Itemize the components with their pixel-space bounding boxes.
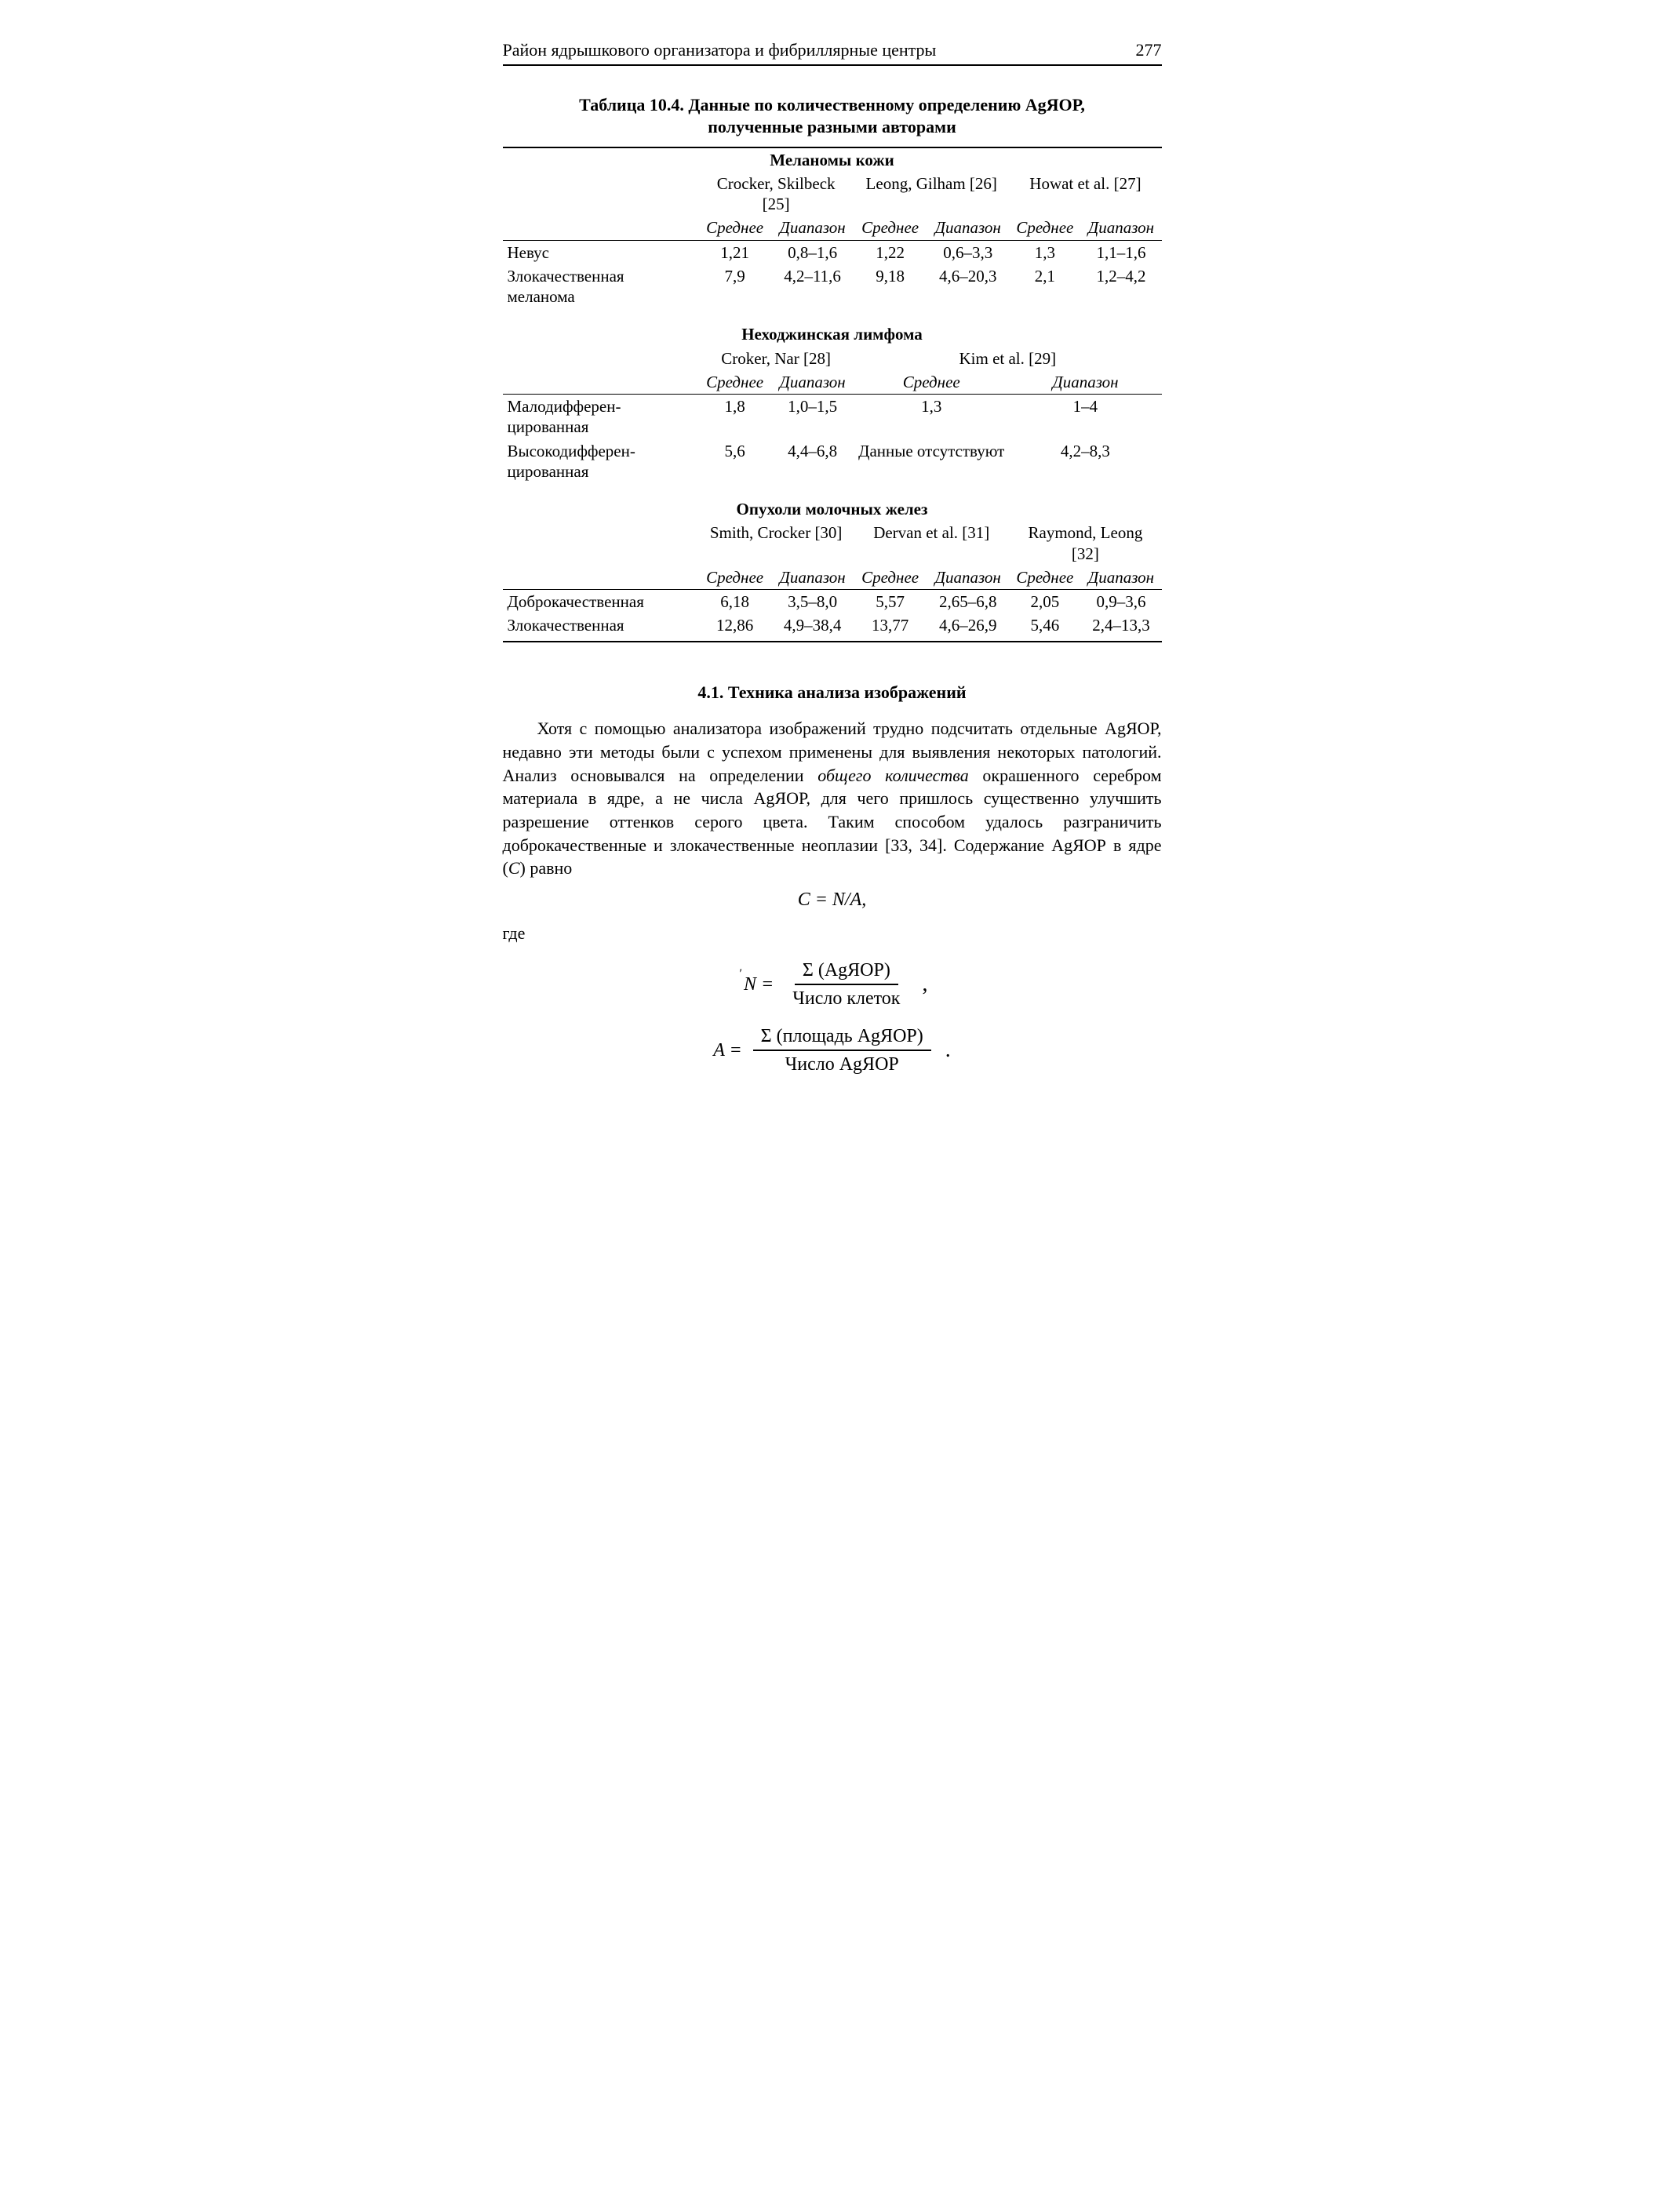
row-label: Злокачественная меланома: [503, 264, 699, 309]
cell: 7,9: [698, 264, 771, 309]
table-row: Невус 1,21 0,8–1,6 1,22 0,6–3,3 1,3 1,1–…: [503, 240, 1162, 264]
cell: 13,77: [854, 613, 927, 641]
cell: 2,4–13,3: [1080, 613, 1161, 641]
table-author: Kim et al. [29]: [854, 347, 1161, 370]
cell: 4,2–11,6: [771, 264, 854, 309]
cell: 6,18: [698, 590, 771, 614]
table-row: Злокачественная 12,86 4,9–38,4 13,77 4,6…: [503, 613, 1162, 641]
cell: 1,3: [1009, 240, 1080, 264]
cell: 4,9–38,4: [771, 613, 854, 641]
cell: 1,21: [698, 240, 771, 264]
col-mean: Среднее: [698, 216, 771, 240]
col-mean: Среднее: [854, 216, 927, 240]
table-author: Dervan et al. [31]: [854, 521, 1009, 566]
table-caption-line1: Таблица 10.4. Данные по количественному …: [579, 95, 1085, 115]
table-author: Crocker, Skilbeck [25]: [698, 172, 854, 216]
cell: Данные отсутствуют: [854, 439, 1009, 484]
fraction-denominator: Число клеток: [785, 985, 908, 1010]
row-label: Малодифферен­цированная: [503, 395, 699, 439]
fraction-numerator: Σ (AgЯОР): [795, 959, 898, 985]
cell: 2,05: [1009, 590, 1080, 614]
cell: 0,8–1,6: [771, 240, 854, 264]
cell: 2,1: [1009, 264, 1080, 309]
fraction-denominator: Число AgЯОР: [777, 1051, 907, 1076]
eq-tail: ,: [919, 973, 927, 995]
running-header: Район ядрышкового организатора и фибрилл…: [503, 39, 1162, 66]
table-row: Высокодифферен­цированная 5,6 4,4–6,8 Да…: [503, 439, 1162, 484]
col-range: Диапазон: [1080, 216, 1161, 240]
table-row: Злокачественная меланома 7,9 4,2–11,6 9,…: [503, 264, 1162, 309]
col-mean: Среднее: [854, 566, 927, 590]
col-mean: Среднее: [1009, 216, 1080, 240]
table-section-title: Опухоли молочных желез: [503, 497, 1162, 521]
cell: 5,46: [1009, 613, 1080, 641]
cell: 4,4–6,8: [771, 439, 854, 484]
col-range: Диапазон: [1009, 370, 1161, 395]
cell: 1,2–4,2: [1080, 264, 1161, 309]
fraction: Σ (площадь AgЯОР) Число AgЯОР: [753, 1024, 931, 1076]
cell: 1,22: [854, 240, 927, 264]
para-emph: общего количества: [817, 766, 968, 785]
cell: 4,6–20,3: [927, 264, 1009, 309]
cell: 12,86: [698, 613, 771, 641]
col-mean: Среднее: [698, 370, 771, 395]
cell: 5,6: [698, 439, 771, 484]
col-range: Диапазон: [927, 216, 1009, 240]
table-author: Croker, Nar [28]: [698, 347, 854, 370]
cell: 1,3: [854, 395, 1009, 439]
fraction-numerator: Σ (площадь AgЯОР): [753, 1024, 931, 1051]
equation-c: C = N/A,: [503, 888, 1162, 911]
col-range: Диапазон: [771, 370, 854, 395]
equation-n: ′ N = Σ (AgЯОР) Число клеток ,: [503, 959, 1162, 1010]
table-section-title: Неходжинская лимфома: [503, 322, 1162, 346]
row-label: Злокачественная: [503, 613, 699, 641]
eq-lhs: A =: [713, 1039, 741, 1062]
cell: 2,65–6,8: [927, 590, 1009, 614]
prime-mark: ′: [740, 967, 743, 980]
eq-lhs: N =: [744, 974, 774, 995]
cell: 1,8: [698, 395, 771, 439]
cell: 1–4: [1009, 395, 1161, 439]
cell: 5,57: [854, 590, 927, 614]
table-author: Leong, Gilham [26]: [854, 172, 1009, 216]
col-mean: Среднее: [698, 566, 771, 590]
para-var: C: [508, 858, 520, 878]
table-row: Малодифферен­цированная 1,8 1,0–1,5 1,3 …: [503, 395, 1162, 439]
table-row: Доброкачествен­ная 6,18 3,5–8,0 5,57 2,6…: [503, 590, 1162, 614]
section-heading: 4.1. Техника анализа изображений: [503, 682, 1162, 704]
cell: 0,6–3,3: [927, 240, 1009, 264]
page: Район ядрышкового организатора и фибрилл…: [456, 0, 1209, 1153]
col-mean: Среднее: [1009, 566, 1080, 590]
cell: 1,1–1,6: [1080, 240, 1161, 264]
cell: 9,18: [854, 264, 927, 309]
cell: 3,5–8,0: [771, 590, 854, 614]
table-author: Smith, Crocker [30]: [698, 521, 854, 566]
col-mean: Среднее: [854, 370, 1009, 395]
where-label: где: [503, 922, 1162, 944]
table-author: Raymond, Leong [32]: [1009, 521, 1161, 566]
table-caption-line2: полученные разными авторами: [708, 117, 956, 136]
eq-tail: .: [942, 1039, 951, 1061]
col-range: Диапазон: [927, 566, 1009, 590]
fraction: Σ (AgЯОР) Число клеток: [785, 959, 908, 1010]
col-range: Диапазон: [1080, 566, 1161, 590]
table-author: Howat et al. [27]: [1009, 172, 1161, 216]
page-number: 277: [1136, 39, 1162, 61]
table-section-title: Меланомы кожи: [503, 147, 1162, 172]
equation-a: A = Σ (площадь AgЯОР) Число AgЯОР .: [503, 1024, 1162, 1076]
data-table: Меланомы кожи Crocker, Skilbeck [25] Leo…: [503, 147, 1162, 642]
col-range: Диапазон: [771, 566, 854, 590]
row-label: Высокодифферен­цированная: [503, 439, 699, 484]
table-caption: Таблица 10.4. Данные по количественному …: [503, 94, 1162, 139]
row-label: Невус: [503, 240, 699, 264]
body-paragraph: Хотя с помощью анализатора изображений т…: [503, 717, 1162, 880]
cell: 1,0–1,5: [771, 395, 854, 439]
row-label: Доброкачествен­ная: [503, 590, 699, 614]
col-range: Диапазон: [771, 216, 854, 240]
cell: 0,9–3,6: [1080, 590, 1161, 614]
cell: 4,6–26,9: [927, 613, 1009, 641]
running-title: Район ядрышкового организатора и фибрилл…: [503, 39, 937, 61]
para-text: ) равно: [520, 858, 573, 878]
cell: 4,2–8,3: [1009, 439, 1161, 484]
